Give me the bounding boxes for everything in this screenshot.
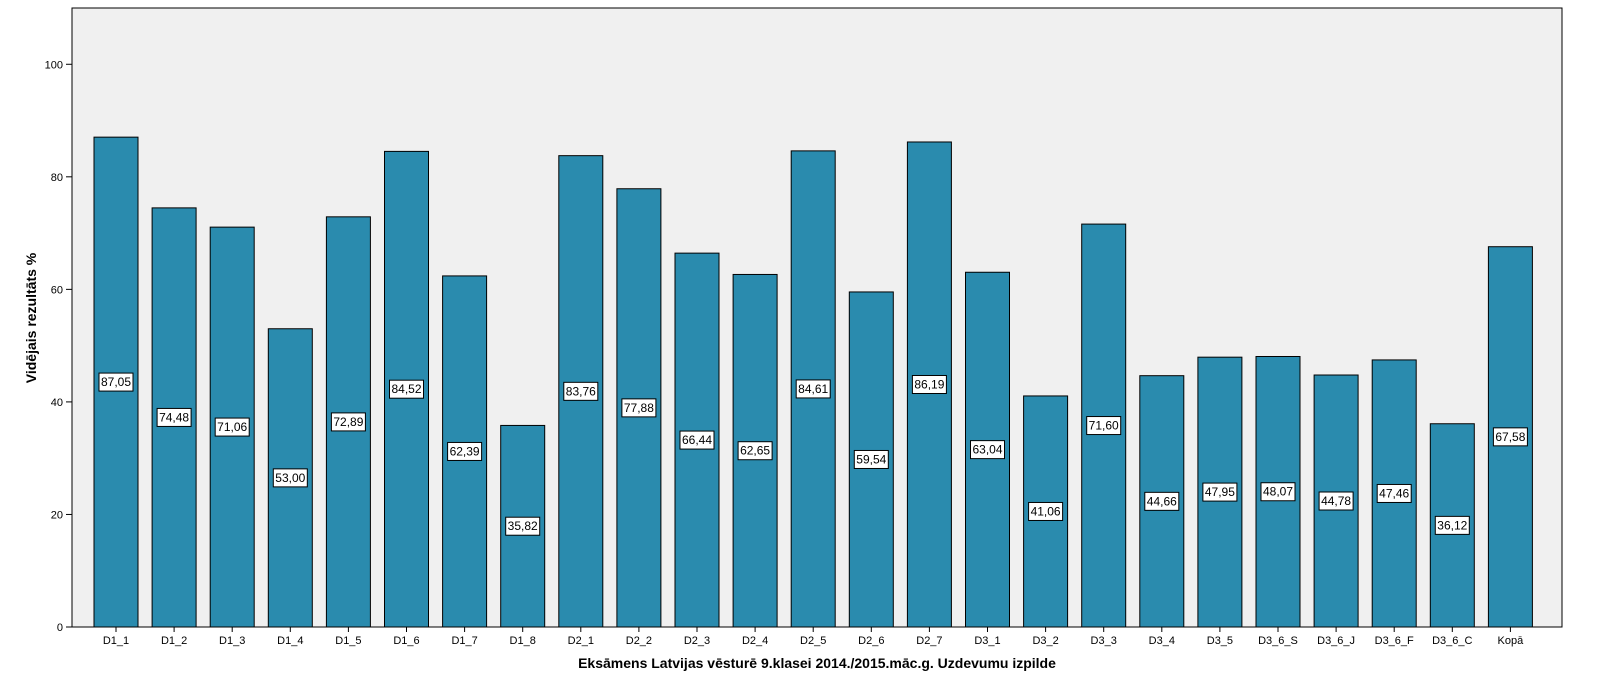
x-tick-label: D1_6 — [393, 635, 419, 647]
data-label-box — [1260, 482, 1296, 502]
data-label-box — [214, 417, 250, 437]
y-tick-label: 0 — [57, 622, 63, 634]
x-tick-label: D3_6_F — [1375, 635, 1414, 647]
x-tick-label: D1_4 — [277, 635, 303, 647]
data-label-box — [1202, 482, 1238, 502]
data-label: 71,06 — [217, 420, 247, 434]
x-tick-label: D2_6 — [858, 635, 884, 647]
data-label: 44,66 — [1147, 494, 1177, 508]
data-label: 53,00 — [275, 471, 305, 485]
x-tick-label: D1_1 — [103, 635, 129, 647]
data-label-box — [98, 372, 134, 392]
bars: 87,05 74,48 71,06 53,00 72,89 84,52 62,39 35,82… — [93, 136, 1533, 628]
data-label: 87,05 — [101, 375, 131, 389]
y-tick-label: 80 — [51, 172, 63, 184]
y-tick-label: 60 — [51, 284, 63, 296]
data-label: 86,19 — [914, 377, 944, 391]
data-label-box — [1434, 515, 1470, 535]
x-tick-label: D3_6_J — [1317, 635, 1355, 647]
x-axis: D1_1 D1_2 D1_3 D1_4 D1_5 D1_6 D1_7 D1_8 D2_1 D2_2… — [103, 627, 1524, 647]
x-tick-label: D3_1 — [974, 635, 1000, 647]
data-label: 41,06 — [1031, 504, 1061, 518]
y-axis-title: Vidējais rezultāts % — [23, 252, 39, 383]
data-label: 74,48 — [159, 410, 189, 424]
x-tick-label: D3_5 — [1207, 635, 1233, 647]
data-label-box — [1376, 483, 1412, 503]
data-label-box — [389, 379, 424, 399]
data-label-box — [737, 441, 773, 461]
data-label-box — [795, 379, 831, 399]
data-label-box — [1028, 501, 1064, 521]
data-label: 84,61 — [798, 382, 828, 396]
x-tick-label: D1_2 — [161, 635, 187, 647]
x-tick-label: D3_2 — [1032, 635, 1058, 647]
data-label-box — [156, 407, 192, 427]
x-tick-label: Kopā — [1498, 635, 1525, 647]
y-tick-label: 20 — [51, 509, 63, 521]
data-label: 72,89 — [333, 415, 363, 429]
y-tick-label: 100 — [45, 59, 63, 71]
data-label-box — [621, 398, 657, 418]
x-tick-label: D1_8 — [510, 635, 536, 647]
data-label: 62,39 — [450, 444, 480, 458]
data-label-box — [911, 374, 947, 394]
data-label: 77,88 — [624, 401, 654, 415]
data-label-box — [1492, 427, 1528, 447]
data-label: 83,76 — [566, 384, 596, 398]
x-tick-label: D3_6_C — [1432, 635, 1472, 647]
data-label: 59,54 — [856, 452, 886, 466]
data-label-box — [1144, 491, 1180, 511]
x-tick-label: D1_5 — [335, 635, 361, 647]
data-label-box — [853, 449, 889, 469]
data-label-box — [505, 516, 541, 536]
x-tick-label: D1_7 — [451, 635, 477, 647]
data-label-box — [447, 441, 483, 461]
data-label-box — [970, 440, 1005, 460]
y-axis: 0 20 40 60 80 100 — [45, 59, 72, 634]
data-label: 71,60 — [1089, 419, 1119, 433]
data-label-box — [679, 430, 715, 450]
data-label: 62,65 — [740, 444, 770, 458]
x-axis-title: Eksāmens Latvijas vēsturē 9.klasei 2014.… — [578, 655, 1056, 671]
data-label-box — [1318, 491, 1354, 511]
data-label: 36,12 — [1437, 518, 1467, 532]
x-tick-label: D2_7 — [916, 635, 942, 647]
data-label: 63,04 — [972, 443, 1002, 457]
x-tick-label: D3_4 — [1149, 635, 1175, 647]
x-tick-label: D2_1 — [568, 635, 594, 647]
x-tick-label: D1_3 — [219, 635, 245, 647]
data-label: 44,78 — [1321, 494, 1351, 508]
data-label-box — [272, 468, 308, 488]
x-tick-label: D2_4 — [742, 635, 768, 647]
data-label: 84,52 — [391, 382, 421, 396]
data-label: 47,95 — [1205, 485, 1235, 499]
y-tick-label: 40 — [51, 397, 63, 409]
x-tick-label: D3_3 — [1091, 635, 1117, 647]
data-label-box — [1086, 416, 1122, 436]
x-tick-label: D2_5 — [800, 635, 826, 647]
data-label: 47,46 — [1379, 486, 1409, 500]
x-tick-label: D2_2 — [626, 635, 652, 647]
data-label: 48,07 — [1263, 485, 1293, 499]
data-label: 35,82 — [508, 519, 538, 533]
data-label: 66,44 — [682, 433, 712, 447]
data-label: 67,58 — [1495, 430, 1525, 444]
data-label-box — [330, 412, 366, 432]
data-label-box — [563, 381, 599, 401]
x-tick-label: D3_6_S — [1258, 635, 1298, 647]
x-tick-label: D2_3 — [684, 635, 710, 647]
